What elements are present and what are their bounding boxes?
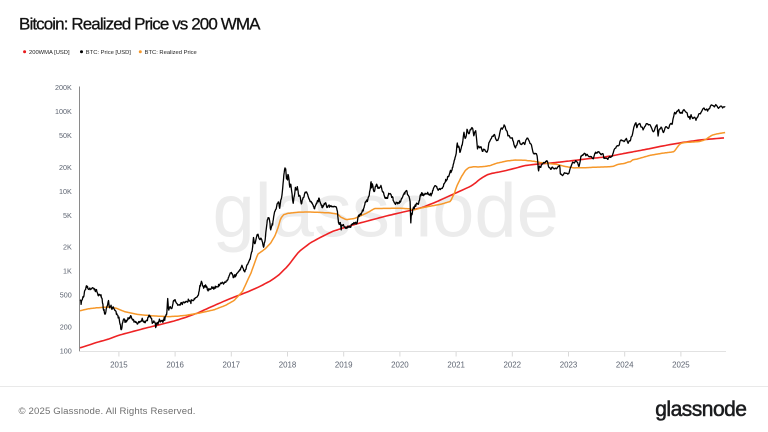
svg-text:Bitcoin: Realized Price vs 200: Bitcoin: Realized Price vs 200 WMA — [19, 15, 261, 34]
svg-text:2023: 2023 — [560, 361, 578, 370]
svg-text:2022: 2022 — [504, 361, 522, 370]
svg-text:2015: 2015 — [110, 361, 128, 370]
svg-text:2016: 2016 — [166, 361, 184, 370]
svg-text:2019: 2019 — [335, 361, 353, 370]
svg-text:BTC: Realized Price: BTC: Realized Price — [145, 50, 197, 56]
svg-text:© 2025 Glassnode. All Rights R: © 2025 Glassnode. All Rights Reserved. — [19, 406, 196, 417]
svg-text:100: 100 — [60, 347, 72, 356]
svg-text:1K: 1K — [63, 267, 72, 276]
svg-text:200: 200 — [60, 323, 72, 332]
svg-text:2020: 2020 — [391, 361, 409, 370]
svg-text:200WMA [USD]: 200WMA [USD] — [29, 50, 70, 56]
svg-text:glassnode: glassnode — [212, 169, 559, 254]
svg-text:glassnode: glassnode — [655, 398, 746, 421]
svg-text:2025: 2025 — [672, 361, 690, 370]
svg-text:100K: 100K — [55, 107, 72, 116]
svg-text:2018: 2018 — [279, 361, 297, 370]
svg-text:2024: 2024 — [616, 361, 634, 370]
svg-text:200K: 200K — [55, 83, 72, 92]
svg-text:20K: 20K — [59, 163, 72, 172]
svg-text:50K: 50K — [59, 131, 72, 140]
svg-text:BTC: Price [USD]: BTC: Price [USD] — [86, 50, 131, 56]
svg-text:5K: 5K — [63, 211, 72, 220]
svg-text:2021: 2021 — [447, 361, 465, 370]
svg-text:2017: 2017 — [223, 361, 241, 370]
svg-text:10K: 10K — [59, 187, 72, 196]
svg-text:2K: 2K — [63, 243, 72, 252]
svg-text:500: 500 — [60, 291, 72, 300]
